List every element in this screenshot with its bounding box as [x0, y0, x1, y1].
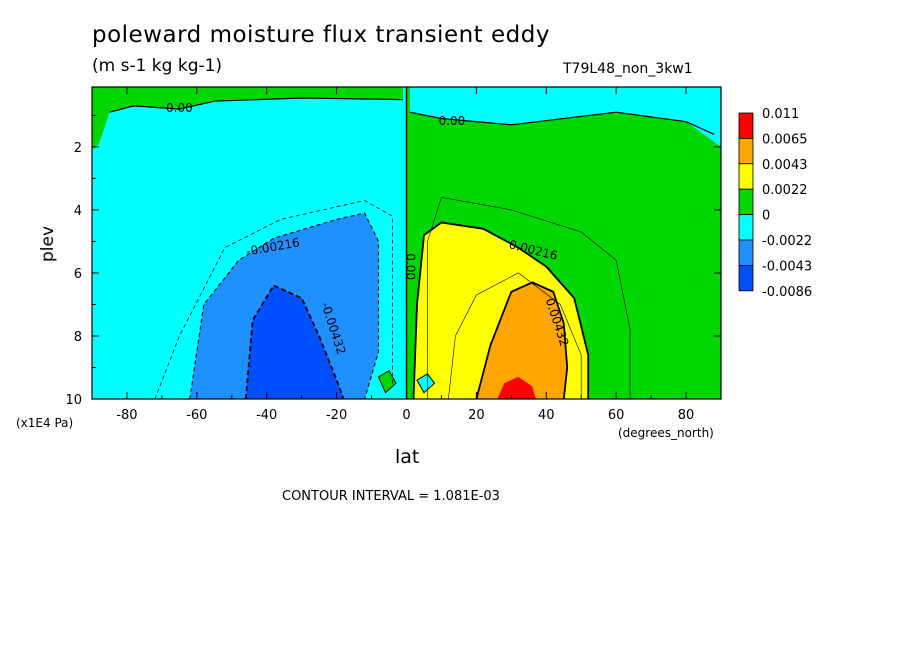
- x-tick-label: 80: [678, 408, 695, 423]
- field-south-upper-positive: [92, 87, 403, 150]
- contour-label: 0.00: [439, 114, 466, 128]
- contour-interval: CONTOUR INTERVAL = 1.081E-03: [282, 489, 500, 504]
- field-north-lobe-max: [497, 376, 536, 399]
- x-tick-label: -80: [116, 408, 137, 423]
- colorbar-swatch: [738, 239, 754, 266]
- field-island-positive: [377, 369, 397, 394]
- y-axis-label: plev: [38, 225, 58, 262]
- contour-zero-north: [409, 111, 715, 135]
- colorbar-swatch: [738, 214, 754, 241]
- run-label: T79L48_non_3kw1: [563, 61, 693, 77]
- y-tick-label: 8: [74, 330, 82, 345]
- x-axis-label: lat: [395, 446, 420, 468]
- colorbar-label: 0.0065: [762, 132, 808, 147]
- colorbar-label: 0: [762, 209, 770, 224]
- x-tick-label: -60: [186, 408, 207, 423]
- x-tick-label: 40: [538, 408, 555, 423]
- colorbar-label: -0.0043: [762, 259, 812, 274]
- contour-pos-outer: [427, 196, 631, 399]
- colorbar-label: 0.0022: [762, 183, 808, 198]
- colorbar-label: -0.0086: [762, 285, 812, 300]
- field-north-lobe-large: [476, 282, 568, 399]
- field-north-upper-negative: [410, 87, 721, 147]
- y-tick-label: 6: [74, 267, 82, 282]
- contour-pos-large: [475, 281, 569, 400]
- y-tick-label: 2: [74, 141, 82, 156]
- field-south-lobe-large: [245, 285, 344, 399]
- chart-units: (m s-1 kg kg-1): [92, 56, 223, 76]
- contour-pos-inner: [448, 272, 582, 400]
- colorbar-swatch: [738, 264, 754, 292]
- colorbar-label: 0.011: [762, 107, 799, 122]
- contour-pos-mid: [412, 221, 590, 400]
- colorbar-swatch: [738, 188, 754, 215]
- contour-neg-mid: [189, 212, 380, 400]
- y-tick-label: 10: [65, 393, 82, 408]
- contour-label: 0.00: [166, 101, 193, 115]
- axes: -80 -60 -40 -20 0 20 40 60 80 2 4 6 8 10: [65, 86, 722, 423]
- field-island-negative: [416, 373, 436, 394]
- x-tick-label: 20: [468, 408, 485, 423]
- x-tick-label: -20: [326, 408, 347, 423]
- y-tick-label: 4: [74, 204, 82, 219]
- colorbar-label: 0.0043: [762, 158, 808, 173]
- colorbar-swatch: [738, 112, 754, 139]
- colorbar-swatch: [738, 137, 754, 165]
- chart-title: poleward moisture flux transient eddy: [92, 22, 550, 48]
- x-axis-unit: (degrees_north): [618, 426, 714, 440]
- plot-area: [92, 87, 721, 400]
- colorbar: 0.011 0.0065 0.0043 0.0022 0 -0.0022 -0.0043 -0…: [738, 107, 812, 300]
- colorbar-swatch: [738, 163, 754, 190]
- x-tick-label: 60: [608, 408, 625, 423]
- contour-zero-south: [109, 97, 404, 113]
- x-tick-label: -40: [256, 408, 277, 423]
- x-tick-label: 0: [402, 408, 410, 423]
- y-axis-unit: (x1E4 Pa): [16, 416, 74, 430]
- contour-label: 0.00: [404, 253, 418, 280]
- colorbar-label: -0.0022: [762, 234, 812, 249]
